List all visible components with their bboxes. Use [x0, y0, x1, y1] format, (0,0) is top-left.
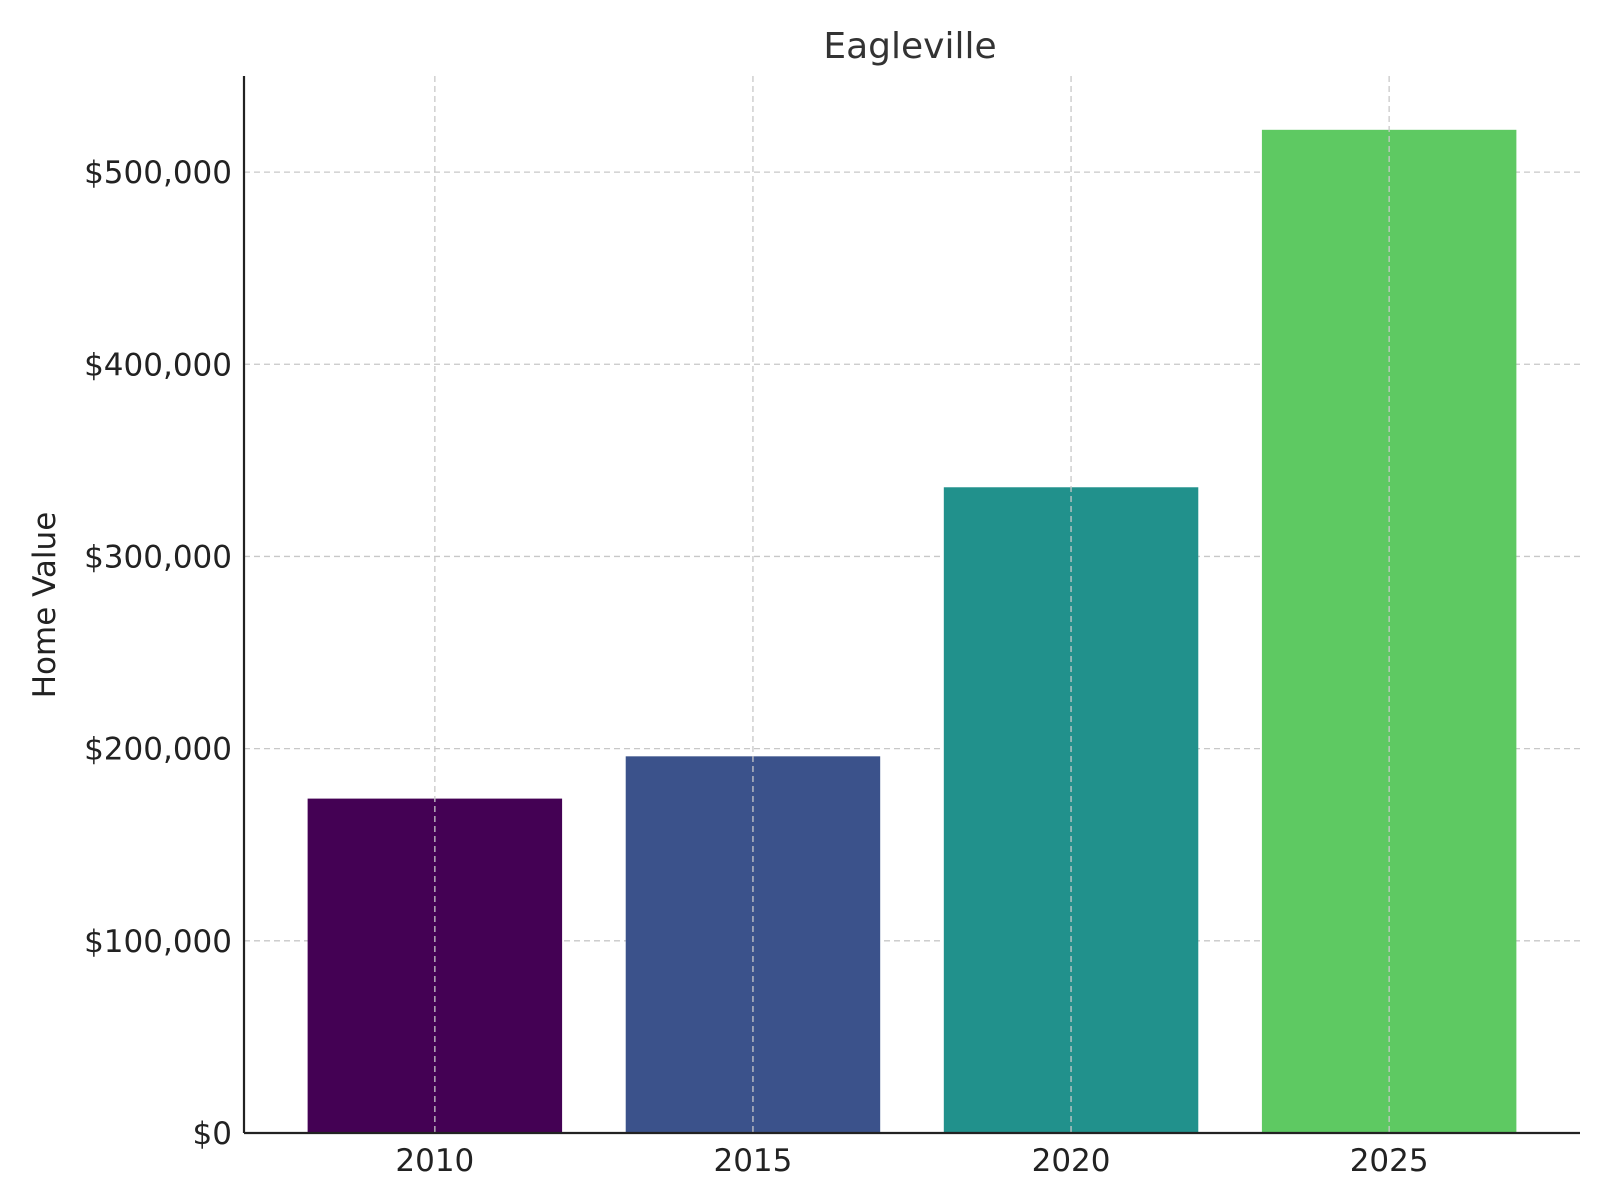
bars: [307, 129, 1517, 1133]
y-tick-label: $500,000: [84, 155, 232, 191]
x-tick-label: 2025: [1350, 1143, 1429, 1179]
y-tick-label: $100,000: [84, 924, 232, 960]
chart-title: Eagleville: [823, 26, 996, 67]
y-tick-label: $0: [193, 1116, 232, 1152]
x-tick-label: 2020: [1032, 1143, 1111, 1179]
y-tick-label: $400,000: [84, 347, 232, 383]
x-tick-label: 2010: [395, 1143, 474, 1179]
y-axis-label: Home Value: [27, 512, 63, 699]
y-tick-label: $200,000: [84, 732, 232, 768]
y-tick-label: $300,000: [84, 539, 232, 575]
x-gridlines: [434, 76, 1390, 1133]
tick-labels: $0 $100,000 $200,000 $300,000 $400,000 $500,0…: [84, 155, 1429, 1179]
x-tick-label: 2015: [713, 1143, 792, 1179]
